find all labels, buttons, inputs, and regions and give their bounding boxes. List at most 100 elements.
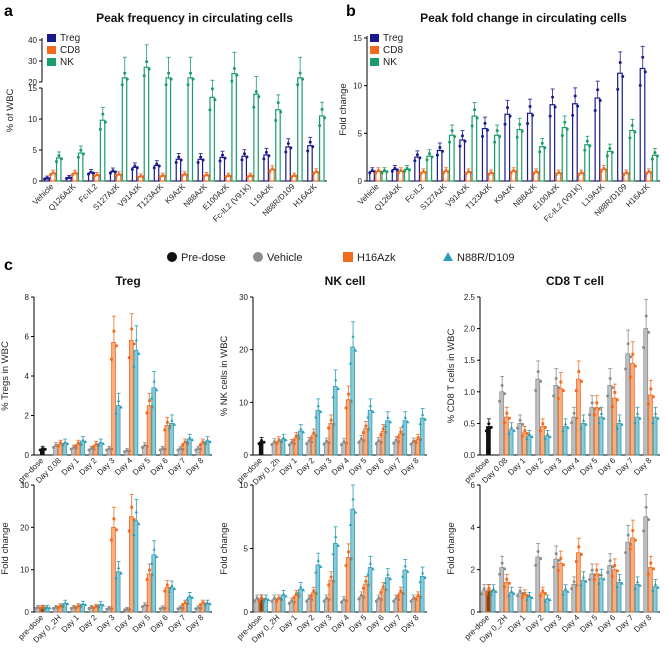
data-point [178, 606, 182, 610]
data-point [301, 430, 306, 434]
data-point [390, 169, 394, 173]
data-point [189, 71, 193, 75]
data-point [518, 418, 522, 422]
data-point [528, 105, 532, 109]
data-point [170, 583, 174, 587]
data-point [554, 552, 558, 556]
data-point [89, 170, 93, 174]
y-tick-label: 1.0 [464, 388, 476, 397]
data-point [608, 146, 612, 150]
data-point [415, 153, 419, 157]
data-point [226, 174, 230, 178]
y-tick-label: 2 [25, 412, 30, 421]
data-point [493, 140, 497, 144]
panel-label: a [4, 3, 13, 20]
data-point [132, 518, 136, 522]
data-point [641, 55, 645, 59]
data-point [383, 424, 388, 428]
data-point [65, 602, 70, 606]
data-point [638, 416, 642, 420]
x-tick-label: Day 2 [295, 456, 317, 478]
data-point [147, 67, 151, 71]
x-tick-label: Day 8 [632, 456, 654, 478]
data-point [635, 580, 640, 584]
data-point [242, 152, 246, 156]
data-point [123, 71, 127, 75]
data-point [512, 169, 516, 173]
data-point [340, 443, 344, 447]
data-point [133, 164, 137, 168]
data-point [78, 441, 83, 445]
data-point [125, 607, 129, 611]
bar [367, 409, 373, 456]
data-point [199, 603, 202, 607]
data-point [218, 159, 222, 163]
bar [133, 520, 139, 613]
data-point [371, 567, 375, 571]
data-point [503, 392, 507, 396]
data-point [610, 405, 614, 409]
data-point [331, 395, 335, 399]
data-point [374, 599, 378, 603]
data-point [294, 592, 298, 596]
bar [398, 433, 403, 456]
data-point [583, 148, 587, 152]
data-point [444, 169, 448, 173]
data-point [333, 378, 338, 382]
data-point [392, 441, 396, 445]
data-point [368, 404, 373, 408]
data-point [248, 174, 252, 178]
data-point [579, 553, 583, 556]
data-point [509, 171, 513, 175]
data-point [116, 566, 121, 570]
legend-swatch [370, 34, 379, 42]
data-point [597, 421, 601, 425]
data-point [178, 446, 182, 450]
data-point [656, 585, 660, 589]
data-point [531, 113, 535, 117]
data-point [377, 439, 381, 443]
data-point [152, 166, 156, 170]
data-point [274, 118, 278, 122]
data-point [83, 603, 88, 607]
bar [398, 592, 403, 613]
data-point [92, 445, 96, 449]
data-point [647, 170, 651, 174]
data-point [164, 83, 168, 87]
data-point [621, 75, 625, 79]
data-point [592, 413, 596, 417]
data-point [94, 605, 98, 608]
data-point [264, 596, 268, 600]
data-point [275, 441, 278, 445]
data-point [655, 154, 659, 158]
data-point [117, 172, 121, 176]
data-point [440, 149, 444, 153]
data-point [646, 402, 650, 406]
x-tick-label: Day 1 [60, 613, 82, 635]
data-point [602, 416, 606, 420]
x-tick-label: Day 1 [278, 456, 300, 478]
data-point [201, 601, 205, 605]
data-point [329, 418, 333, 422]
x-tick-label: Day 5 [347, 456, 369, 478]
data-point [134, 510, 139, 514]
y-tick-label: 0 [33, 177, 38, 186]
data-point [383, 581, 388, 585]
x-tick-label: Day 2 [77, 613, 99, 635]
data-point [105, 448, 109, 452]
data-point [277, 596, 281, 600]
data-point [386, 415, 390, 419]
data-point [322, 599, 326, 603]
data-point [319, 409, 323, 413]
data-point [76, 155, 80, 159]
data-point [152, 379, 156, 383]
data-point [347, 392, 350, 396]
data-point [176, 448, 180, 452]
data-point [626, 342, 630, 346]
data-point [199, 155, 203, 159]
y-tick-label: 10 [353, 82, 362, 91]
data-point [382, 169, 386, 173]
chart-title: NK cell [325, 274, 366, 288]
data-point [406, 569, 410, 573]
